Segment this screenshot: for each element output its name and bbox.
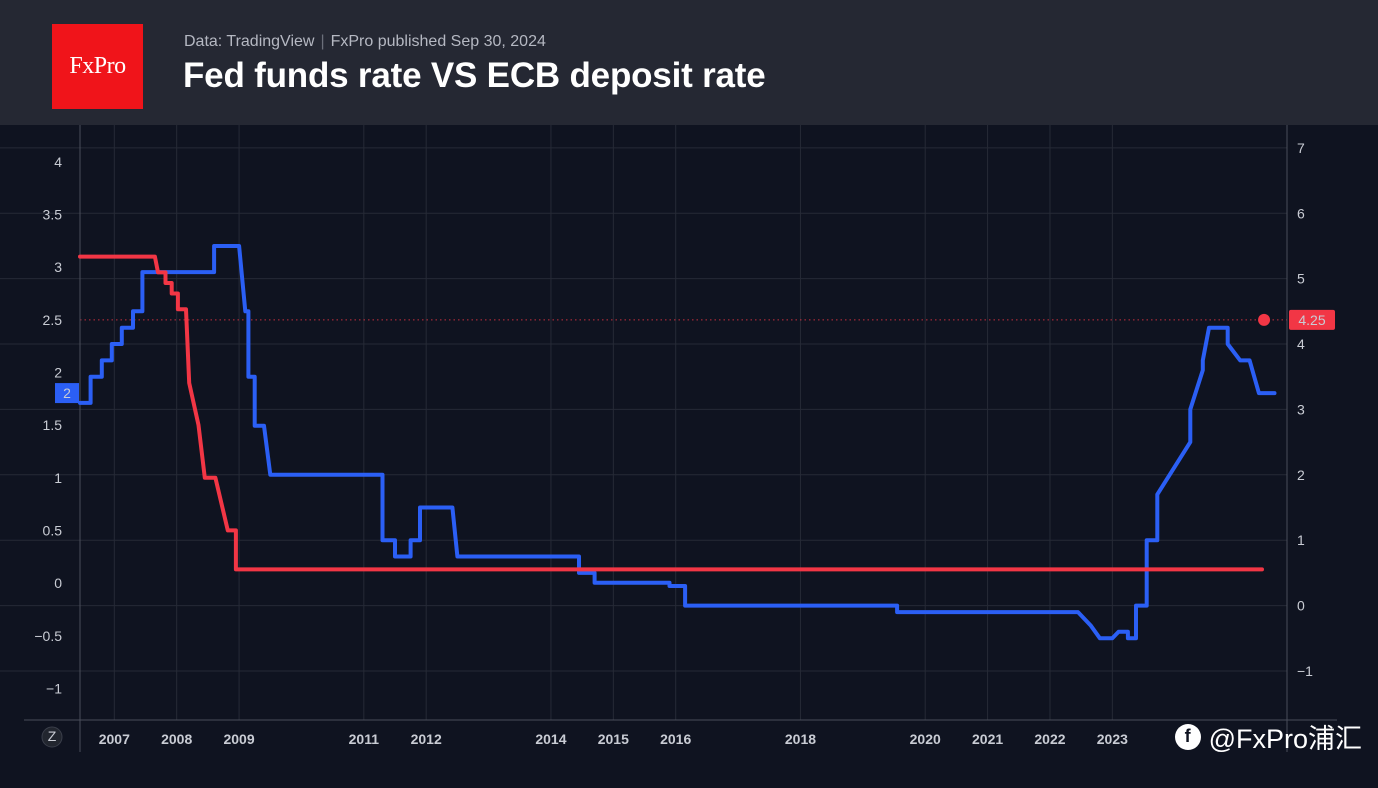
x-tick-label: 2008 xyxy=(161,731,192,747)
right-y-tick-label: 6 xyxy=(1297,205,1305,221)
left-y-tick-label: −1 xyxy=(46,680,62,696)
x-tick-label: 2007 xyxy=(99,731,130,747)
left-y-axis: 4 3.5 3 2.5 2 1.5 1 0.5 0 −0.5 −1 xyxy=(34,154,62,697)
series-line-fed xyxy=(78,254,1264,572)
watermark-text: @FxPro浦汇 xyxy=(1208,724,1362,754)
x-tick-label: 2014 xyxy=(535,731,566,747)
left-y-tick-label: 3.5 xyxy=(43,207,63,223)
x-tick-label: 2021 xyxy=(972,731,1003,747)
publish-info: FxPro published Sep 30, 2024 xyxy=(330,33,546,50)
left-y-tick-label: 1.5 xyxy=(43,417,63,433)
right-y-tick-label: 4 xyxy=(1297,336,1305,352)
right-y-tick-label: 0 xyxy=(1297,598,1305,614)
left-y-tick-label: 2.5 xyxy=(43,312,63,328)
right-y-tick-label: 1 xyxy=(1297,532,1305,548)
x-tick-label: 2023 xyxy=(1097,731,1128,747)
chart-meta: Data: TradingView | FxPro published Sep 30… xyxy=(184,33,546,51)
x-tick-label: 2020 xyxy=(910,731,941,747)
grid xyxy=(0,125,1287,720)
ecb-last-value-label: 2 xyxy=(63,385,71,401)
x-tick-label: 2022 xyxy=(1034,731,1065,747)
left-y-tick-label: 1 xyxy=(54,470,62,486)
ecb-last-value-badge xyxy=(55,383,79,404)
series-line-ecb xyxy=(78,244,1277,641)
right-y-tick-label: 2 xyxy=(1297,467,1305,483)
right-y-tick-label: 7 xyxy=(1297,140,1305,156)
fed-last-value-badge xyxy=(1289,309,1335,330)
x-axis: 2007 2008 2009 2011 2012 2014 2015 2016 2018 2020… xyxy=(99,731,1128,747)
meta-separator: | xyxy=(320,33,325,50)
left-y-tick-label: 0 xyxy=(54,575,62,591)
fed-last-point xyxy=(1258,313,1271,326)
fxpro-logo: FxPro xyxy=(52,24,143,109)
x-tick-label: 2012 xyxy=(411,731,442,747)
x-tick-label: 2016 xyxy=(660,731,691,747)
left-y-tick-label: −0.5 xyxy=(34,628,62,644)
logo-text: FxPro xyxy=(69,53,126,79)
x-tick-label: 2018 xyxy=(785,731,816,747)
right-y-tick-label: 3 xyxy=(1297,401,1305,417)
right-y-tick-label: −1 xyxy=(1297,663,1313,679)
watermark: f @FxPro浦汇 xyxy=(1174,717,1362,756)
x-tick-label: 2011 xyxy=(349,731,380,747)
left-y-tick-label: 3 xyxy=(54,259,62,275)
value-markers: 24.25 xyxy=(55,309,1335,404)
zoom-reset-label: Z xyxy=(48,728,57,744)
left-y-tick-label: 2 xyxy=(54,364,62,380)
fed-last-value-label: 4.25 xyxy=(1298,312,1325,328)
right-y-tick-label: 5 xyxy=(1297,271,1305,287)
left-y-tick-label: 0.5 xyxy=(43,522,63,538)
chart-title: Fed funds rate VS ECB deposit rate xyxy=(183,56,766,95)
axes: Z xyxy=(24,125,1337,752)
chart-header: FxPro Data: TradingView | FxPro published … xyxy=(0,0,1378,125)
x-tick-label: 2009 xyxy=(223,731,254,747)
data-source: Data: TradingView xyxy=(184,33,315,50)
x-tick-label: 2015 xyxy=(598,731,629,747)
facebook-f-icon: f xyxy=(1174,723,1201,750)
left-y-tick-label: 4 xyxy=(54,154,62,170)
right-y-axis: 7 6 5 4 3 2 1 0 −1 xyxy=(1297,140,1313,679)
zoom-reset-icon xyxy=(41,726,63,748)
series-lines xyxy=(78,244,1277,641)
